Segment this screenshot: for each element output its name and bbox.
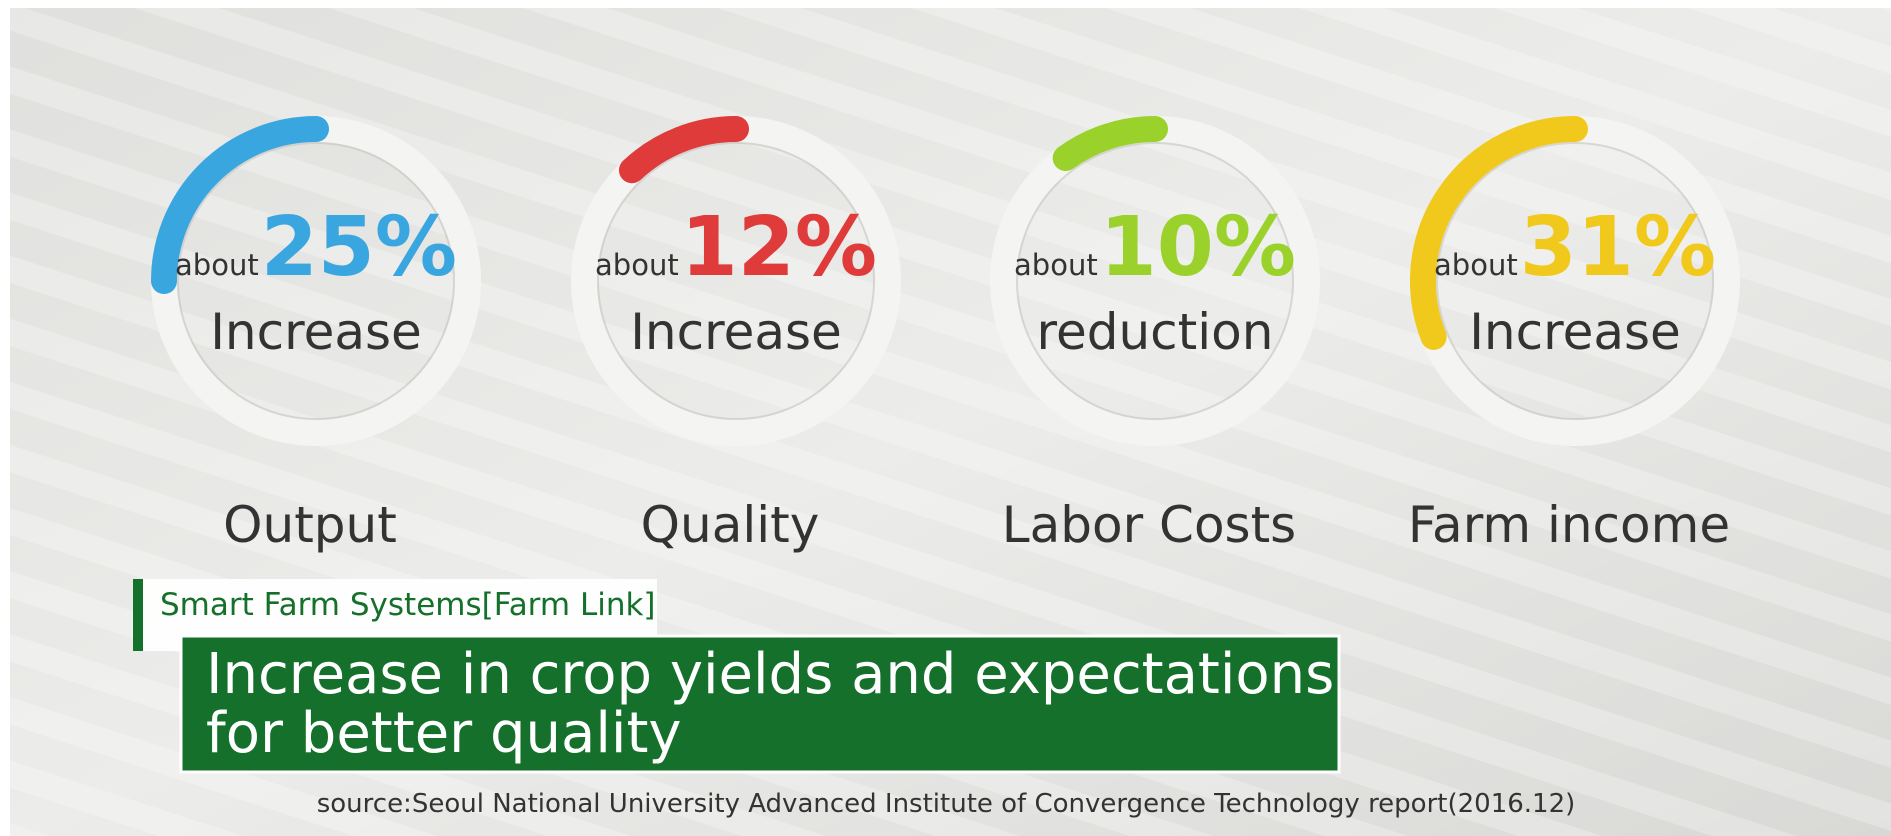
category-label: Labor Costs <box>1002 496 1296 554</box>
gauge-arc <box>618 116 749 184</box>
category-label: Quality <box>641 496 820 554</box>
gauge: about31% Increase Farm income <box>1408 116 1740 554</box>
gauge-arc <box>151 116 329 294</box>
gauge: about10% reduction Labor Costs <box>990 116 1320 554</box>
headline-line: for better quality <box>206 701 682 766</box>
gauge-inner-shadow <box>597 142 875 420</box>
gauge-caption: Increase <box>1469 303 1681 361</box>
gauge-value: 25% <box>261 200 457 295</box>
headline-box <box>179 634 1341 774</box>
gauge-value-line: about12% <box>595 200 877 295</box>
gauge-value-line: about25% <box>175 200 457 295</box>
gauge-caption: Increase <box>210 303 422 361</box>
gauge-prefix: about <box>595 248 679 282</box>
category-label: Output <box>223 496 397 554</box>
gauge-value: 10% <box>1100 200 1296 295</box>
gauge-arc <box>1052 116 1168 172</box>
gauge-inner-shadow <box>1016 142 1294 420</box>
gauge-caption: reduction <box>1037 303 1274 361</box>
gauge-value: 12% <box>681 200 877 295</box>
source: source:Seoul National University Advance… <box>317 789 1576 819</box>
gauge-prefix: about <box>1434 248 1518 282</box>
gauge-prefix: about <box>175 248 259 282</box>
gauge-inner-shadow <box>177 142 455 420</box>
category-label: Farm income <box>1408 496 1730 554</box>
headline-line: Increase in crop yields and expectations <box>206 642 1334 707</box>
gauge-prefix: about <box>1014 248 1098 282</box>
gauge: about25% Increase Output <box>151 116 481 554</box>
headline: Increase in crop yields and expectations… <box>179 634 1341 774</box>
tag-text: Smart Farm Systems[Farm Link] <box>160 587 656 623</box>
gauge-value-line: about10% <box>1014 200 1296 295</box>
gauge-value: 31% <box>1520 200 1716 295</box>
gauge-inner-shadow <box>1436 142 1714 420</box>
gauge-value-line: about31% <box>1434 200 1716 295</box>
tag-bar <box>133 579 143 651</box>
gauge: about12% Increase Quality <box>571 116 901 554</box>
gauge-arc <box>1410 116 1588 350</box>
gauge-caption: Increase <box>630 303 842 361</box>
